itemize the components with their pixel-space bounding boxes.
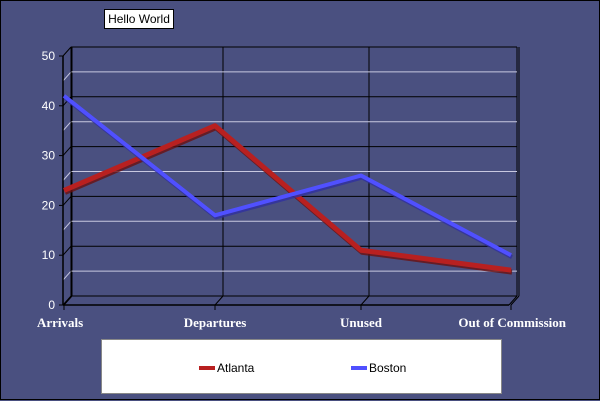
x-tick-label-0: Arrivals [37, 315, 83, 330]
y-tick-label-5: 50 [42, 49, 56, 63]
x-tick-label-1: Departures [184, 315, 247, 330]
axes [59, 47, 520, 310]
x-tick-label-2: Unused [340, 315, 383, 330]
x-tick-depth-1 [214, 295, 224, 306]
x-tick-label-3: Out of Commission [458, 315, 566, 330]
grid-wall-0 [62, 295, 72, 306]
y-tick-label-2: 20 [42, 198, 56, 212]
x-tick-depth-3 [510, 295, 520, 306]
x-axis-depth [508, 295, 518, 306]
grid-wall-2 [62, 196, 72, 206]
y-tick-label-1: 10 [42, 248, 56, 262]
grid-wall-5 [62, 46, 72, 57]
grid-minor-wall-2 [62, 171, 72, 181]
grid-minor-wall-3 [62, 121, 72, 132]
grid-minor-wall-4 [62, 71, 72, 82]
y-tick-label-3: 30 [42, 149, 56, 163]
legend-item-atlanta: Atlanta [199, 361, 254, 375]
legend-item-boston: Boston [351, 361, 406, 375]
grid-wall-3 [62, 146, 72, 156]
chart-title: Hello World [104, 9, 174, 29]
legend-label-boston: Boston [369, 361, 407, 375]
legend-swatch-boston [351, 366, 367, 370]
legend-swatch-atlanta [199, 366, 215, 370]
legend-label-atlanta: Atlanta [217, 361, 255, 375]
y-tick-label-0: 0 [48, 298, 55, 312]
series-lines [62, 94, 513, 275]
grid-wall-1 [62, 245, 72, 256]
x-tick-depth-2 [360, 295, 370, 306]
tick-labels: 0 10 20 30 40 50 Arrivals Departures Unused Out o… [37, 49, 567, 330]
y-tick-label-4: 40 [42, 99, 56, 113]
series-line-boston [62, 94, 512, 257]
legend: Atlanta Boston [101, 339, 502, 394]
grid-minor-wall-0 [62, 270, 72, 281]
x-tick-depth-0 [63, 295, 73, 306]
grid-minor-wall-1 [62, 220, 72, 231]
